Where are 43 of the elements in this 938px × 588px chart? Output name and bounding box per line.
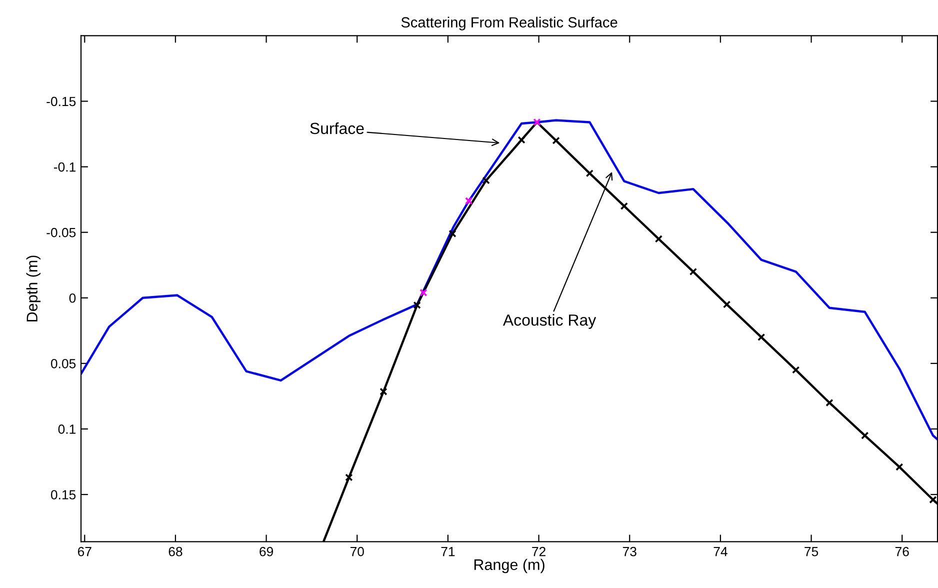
- point: [896, 463, 904, 471]
- x-tick-label: 72: [532, 546, 546, 556]
- point: [518, 136, 526, 144]
- annotation: Surface: [310, 122, 364, 134]
- point: [380, 388, 388, 396]
- point: [722, 300, 731, 308]
- y-tick-label: 0.1: [58, 424, 76, 434]
- point: [552, 136, 560, 144]
- point: [620, 202, 628, 210]
- point: [792, 366, 800, 374]
- point: [826, 398, 834, 407]
- point: [654, 235, 663, 243]
- y-tick-label: -0.1: [54, 162, 76, 172]
- annotation: Acoustic Ray: [502, 314, 596, 329]
- point: [689, 268, 698, 276]
- point: [448, 230, 456, 238]
- point: [757, 333, 766, 342]
- point: [413, 301, 421, 310]
- y-tick-label: 0: [69, 293, 76, 303]
- y-tick-label: -0.05: [46, 228, 76, 238]
- point: [861, 432, 869, 440]
- x-tick-label: 73: [622, 546, 636, 556]
- y-tick-label: -0.15: [46, 96, 76, 106]
- x-tick-label: 71: [441, 547, 455, 556]
- point: [345, 474, 353, 482]
- x-tick-label: 74: [714, 547, 728, 556]
- x-axis-title: Range (m): [474, 558, 544, 574]
- point: [482, 176, 490, 184]
- x-tick-label: 70: [350, 546, 364, 556]
- point: [586, 169, 594, 178]
- x-tick-label: 69: [260, 546, 274, 556]
- point: [464, 197, 473, 205]
- point: [420, 288, 428, 296]
- y-tick-label: 0.15: [50, 490, 76, 500]
- x-tick-label: 67: [78, 546, 92, 556]
- line-series: [81, 119, 938, 441]
- y-axis-title: Depth (m): [26, 256, 41, 322]
- chart-title: Scattering From Realistic Surface: [401, 16, 618, 30]
- y-tick-label: 0.05: [50, 358, 76, 368]
- x-tick-label: 75: [804, 547, 818, 556]
- x-tick-label: 76: [895, 546, 909, 556]
- x-tick-label: 68: [168, 546, 182, 556]
- point: [533, 118, 541, 126]
